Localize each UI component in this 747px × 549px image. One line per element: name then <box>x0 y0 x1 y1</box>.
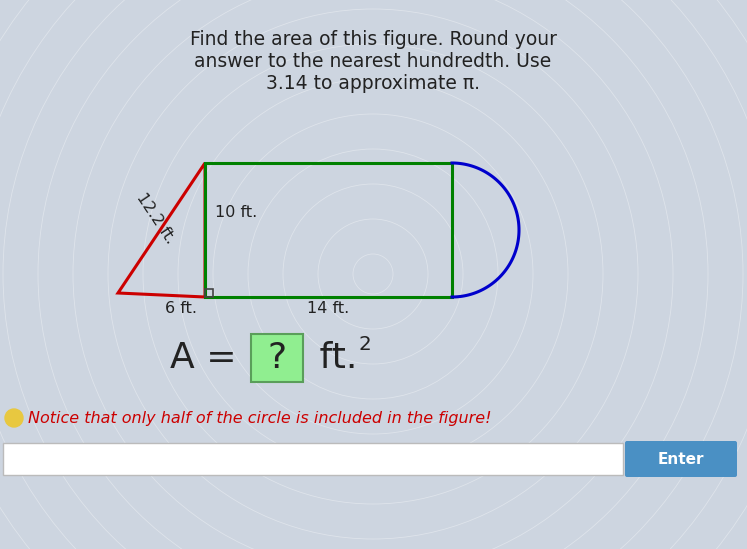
Text: answer to the nearest hundredth. Use: answer to the nearest hundredth. Use <box>194 52 551 71</box>
Bar <box>205 289 213 297</box>
Bar <box>3 443 623 475</box>
FancyBboxPatch shape <box>251 334 303 382</box>
Bar <box>205 163 452 297</box>
Text: 10 ft.: 10 ft. <box>215 205 257 220</box>
Text: A =: A = <box>170 341 248 375</box>
Text: Enter: Enter <box>658 451 704 467</box>
Text: 3.14 to approximate π.: 3.14 to approximate π. <box>266 74 480 93</box>
FancyBboxPatch shape <box>625 441 737 477</box>
Circle shape <box>5 409 23 427</box>
Text: ?: ? <box>267 341 287 375</box>
Text: 2: 2 <box>358 334 371 354</box>
Text: 12.2 ft.: 12.2 ft. <box>134 191 178 247</box>
Text: Find the area of this figure. Round your: Find the area of this figure. Round your <box>190 30 557 49</box>
Text: Notice that only half of the circle is included in the figure!: Notice that only half of the circle is i… <box>28 411 492 425</box>
Text: ft.: ft. <box>308 341 357 375</box>
Text: 6 ft.: 6 ft. <box>165 301 197 316</box>
Text: 14 ft.: 14 ft. <box>307 301 350 316</box>
